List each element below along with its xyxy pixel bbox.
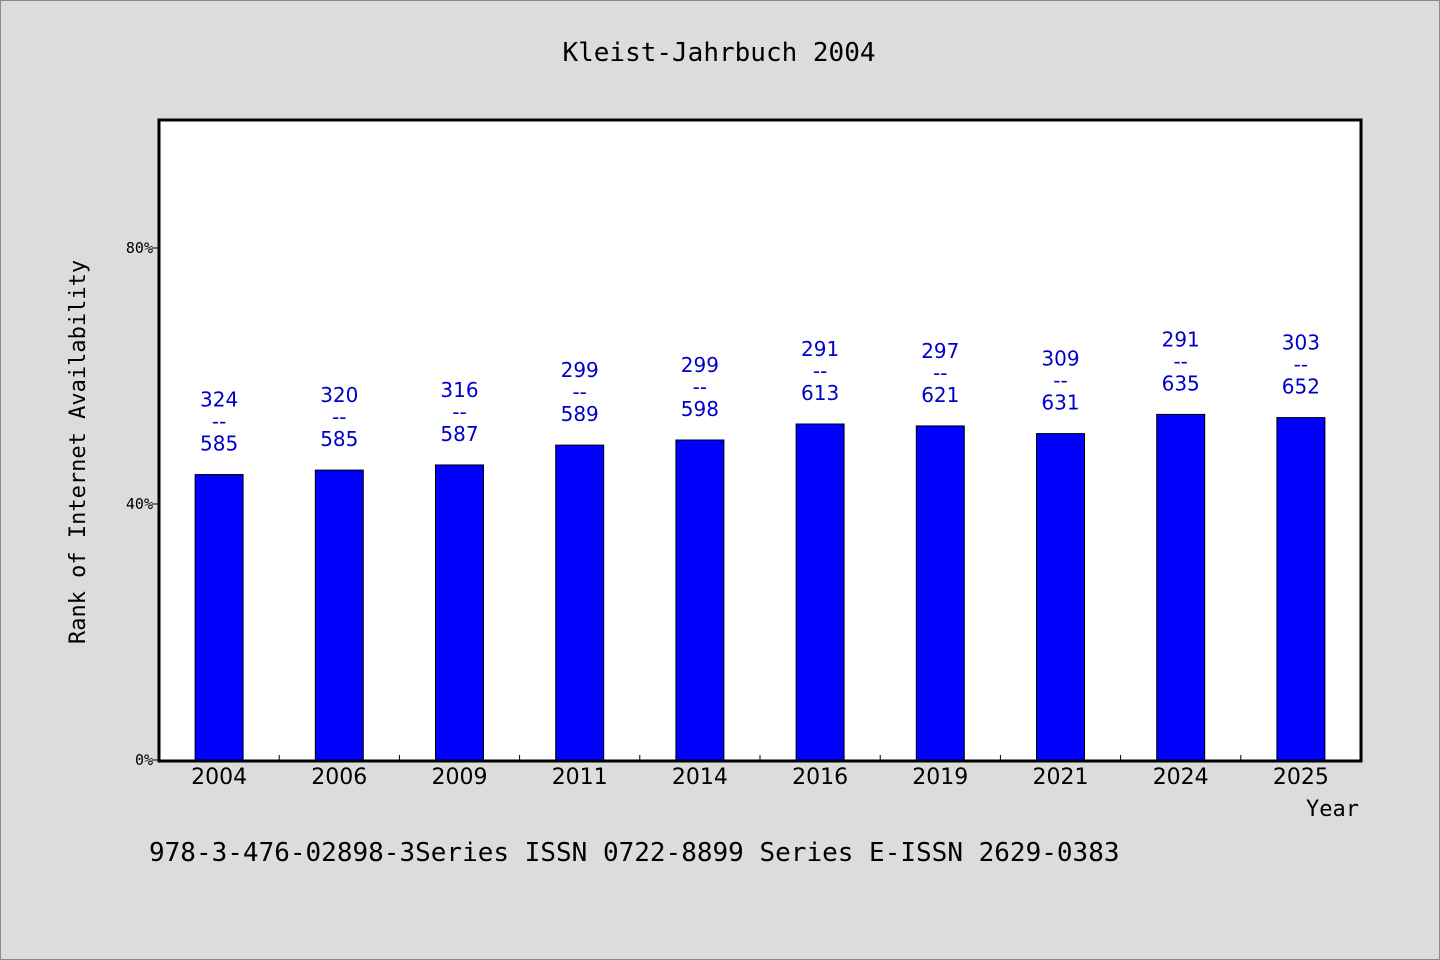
x-tick-label: 2014 [672,765,728,790]
data-label-separator: -- [572,380,586,404]
x-tick-label: 2024 [1153,765,1209,790]
data-label-top: 291 [801,337,839,361]
y-tick-label: 40% [126,495,153,513]
bar-2004 [194,474,244,761]
data-label-separator: -- [332,405,346,429]
data-label-separator: -- [1294,353,1308,377]
x-tick-label: 2021 [1033,765,1089,790]
bar-2016 [795,423,845,761]
data-labels: 324--585320--585316--587299--589299--598… [200,327,1320,455]
data-label-bottom: 613 [801,381,839,405]
data-label-separator: -- [212,410,226,434]
data-label-top: 299 [561,358,599,382]
bar-2025 [1276,417,1326,761]
data-label-bottom: 598 [681,397,719,421]
data-label-bottom: 652 [1282,375,1320,399]
bar-series [194,413,1326,761]
data-label-separator: -- [813,359,827,383]
data-label-top: 297 [921,339,959,363]
data-label-separator: -- [1173,349,1187,373]
data-label-bottom: 631 [1041,391,1079,415]
data-label-top: 299 [681,353,719,377]
x-tick-label: 2006 [311,765,367,790]
y-tick-label: 0% [135,751,153,769]
data-label-bottom: 621 [921,383,959,407]
x-tick-label: 2025 [1273,765,1329,790]
bar-2009 [435,464,484,761]
data-label-separator: -- [452,400,466,424]
x-tick-label: 2004 [191,765,247,790]
x-axis: 2004 2006 2009 2011 2014 2016 2019 2021 2024 2025 [191,755,1329,790]
data-label-top: 316 [440,378,478,402]
bar-2021 [1036,433,1085,761]
x-tick-label: 2011 [552,765,608,790]
data-label-separator: -- [693,375,707,399]
chart-title: Kleist-Jahrbuch 2004 [562,38,875,68]
x-tick-label: 2019 [912,765,968,790]
y-axis-label: Rank of Internet Availability [66,260,91,644]
footer-text: 978-3-476-02898-3Series ISSN 0722-8899 S… [149,838,1120,868]
data-label-bottom: 635 [1162,371,1200,395]
bar-2011 [555,444,605,761]
data-label-top: 303 [1282,331,1320,355]
data-label-bottom: 585 [320,427,358,451]
data-label-top: 320 [320,383,358,407]
y-tick-label: 80% [126,239,153,257]
y-axis: 0% 40% 80% [126,239,159,769]
data-label-top: 309 [1041,347,1079,371]
data-label-separator: -- [1053,369,1067,393]
x-axis-label: Year [1306,797,1359,822]
data-label-top: 324 [200,388,238,412]
data-label-bottom: 585 [200,432,238,456]
data-label-top: 291 [1162,327,1200,351]
x-tick-label: 2009 [432,765,488,790]
data-label-bottom: 589 [561,402,599,426]
bar-2014 [675,439,725,761]
bar-2006 [314,469,364,761]
data-label-bottom: 587 [440,422,478,446]
bar-2024 [1156,413,1206,761]
bar-2019 [915,425,965,761]
data-label-separator: -- [933,361,947,385]
x-tick-label: 2016 [792,765,848,790]
